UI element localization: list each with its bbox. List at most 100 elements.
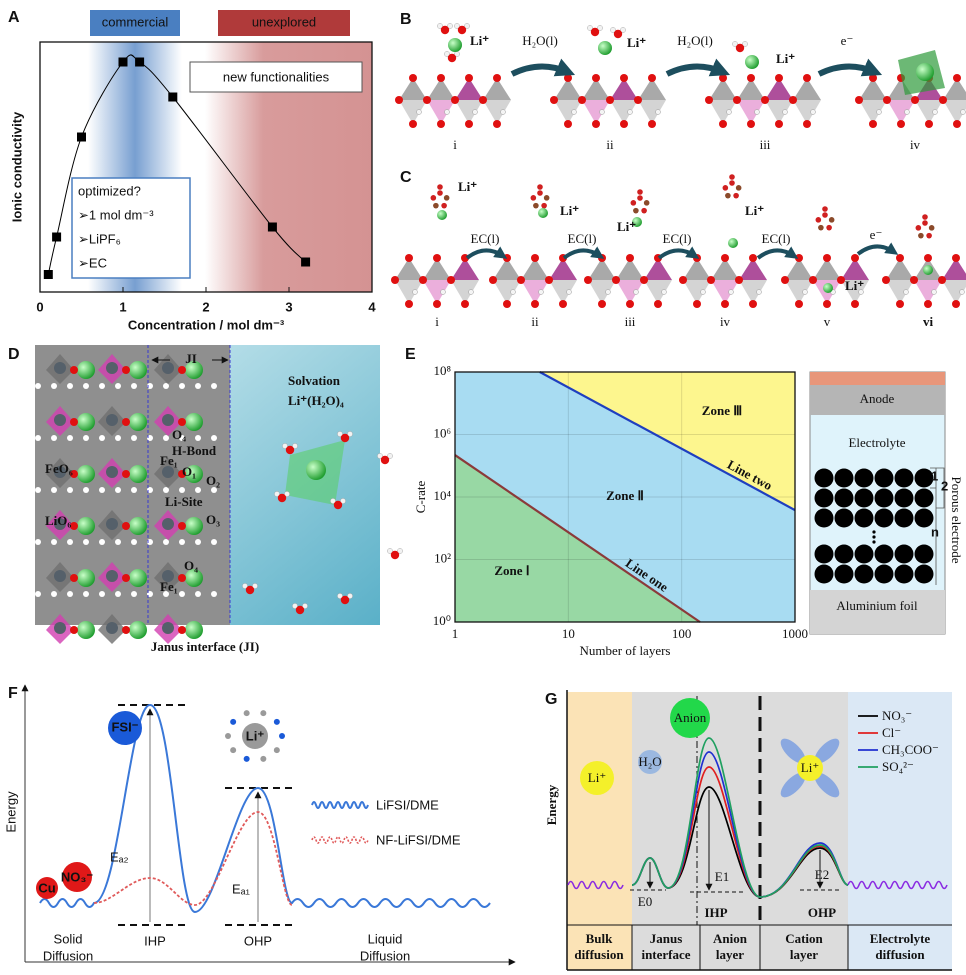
oxygen — [409, 120, 417, 128]
ellipsis-dot — [872, 530, 876, 534]
h-atom — [211, 591, 217, 597]
solvent-lobe — [814, 738, 840, 764]
label: Anion — [674, 710, 707, 725]
oxygen — [626, 300, 634, 308]
oxygen — [953, 120, 961, 128]
octahedron — [423, 258, 451, 280]
atom — [922, 214, 928, 220]
octahedron — [427, 100, 455, 124]
oxygen — [612, 276, 620, 284]
label: ➢LiPF₆ — [78, 231, 121, 246]
oxygen — [178, 418, 186, 426]
oxygen — [340, 433, 350, 443]
hydrogen — [732, 41, 738, 47]
atom — [260, 710, 267, 717]
h-atom — [51, 383, 57, 389]
step-arrow — [465, 246, 508, 260]
h-atom — [83, 591, 89, 597]
fe-atom — [106, 362, 118, 374]
octahedron — [915, 100, 943, 124]
oxygen — [721, 254, 729, 262]
hydrogen — [620, 27, 626, 33]
oxygen — [747, 120, 755, 128]
h-atom — [67, 383, 73, 389]
li-ion — [538, 208, 548, 218]
label: iii — [625, 314, 636, 329]
octahedron — [483, 78, 511, 100]
oxygen — [564, 120, 572, 128]
foil — [810, 590, 945, 634]
octahedron — [943, 78, 966, 100]
particle — [874, 564, 894, 584]
label: H₂O(l) — [522, 33, 558, 48]
oxygen — [592, 74, 600, 82]
oxygen — [775, 74, 783, 82]
oxygen — [795, 300, 803, 308]
h-atom — [131, 383, 137, 389]
label: diffusion — [875, 947, 925, 962]
step-arrow — [756, 246, 799, 260]
oxygen — [953, 74, 961, 82]
hydrogen — [610, 27, 616, 33]
li-ion — [129, 517, 147, 535]
band-label-box — [90, 10, 180, 36]
h-atom — [163, 643, 169, 649]
label: Diffusion — [43, 948, 93, 963]
label: 100 — [672, 626, 692, 641]
label: 0 — [36, 299, 43, 314]
oxygen — [775, 120, 783, 128]
fit-line — [47, 54, 306, 275]
oxygen — [178, 522, 186, 530]
hydrogen — [756, 289, 762, 295]
oxygen — [433, 254, 441, 262]
ion — [242, 723, 268, 749]
octahedron — [887, 78, 915, 100]
atom — [441, 202, 447, 209]
octahedron — [395, 280, 423, 304]
step-arrow — [856, 242, 899, 256]
li-ion — [129, 361, 147, 379]
oxygen — [735, 276, 743, 284]
particle — [894, 564, 914, 584]
ion — [670, 698, 710, 738]
fe-atom — [54, 414, 66, 426]
label: Zone Ⅱ — [606, 488, 644, 503]
h-atom — [51, 435, 57, 441]
oxygen — [437, 120, 445, 128]
legend-wave — [311, 836, 369, 844]
label: Li⁺ — [246, 728, 265, 743]
oxygen — [122, 418, 130, 426]
octahedron — [521, 258, 549, 280]
li-ion — [77, 621, 95, 639]
label: commercial — [102, 14, 169, 29]
h-atom — [35, 591, 41, 597]
oxygen — [803, 120, 811, 128]
h-atom — [131, 643, 137, 649]
label: A — [8, 9, 20, 26]
data-point — [43, 270, 53, 279]
oxygen — [882, 276, 890, 284]
oxygen — [433, 300, 441, 308]
h-atom — [131, 435, 137, 441]
octahedron — [765, 78, 793, 100]
oxygen — [693, 300, 701, 308]
oxygen — [395, 96, 403, 104]
octahedron — [616, 258, 644, 280]
atom — [735, 185, 742, 191]
atom — [915, 225, 922, 231]
h-atom — [195, 539, 201, 545]
octahedron — [683, 280, 711, 304]
hydrogen — [337, 431, 343, 437]
h-atom — [115, 383, 121, 389]
oxygen — [531, 300, 539, 308]
label: diffusion — [574, 947, 624, 962]
oxygen — [803, 74, 811, 82]
wave — [567, 880, 624, 890]
atom — [430, 195, 437, 201]
data-point — [77, 132, 86, 142]
hydrogen — [571, 109, 577, 115]
hydrogen — [633, 289, 639, 295]
particle — [914, 468, 934, 488]
hydrogen — [876, 109, 882, 115]
